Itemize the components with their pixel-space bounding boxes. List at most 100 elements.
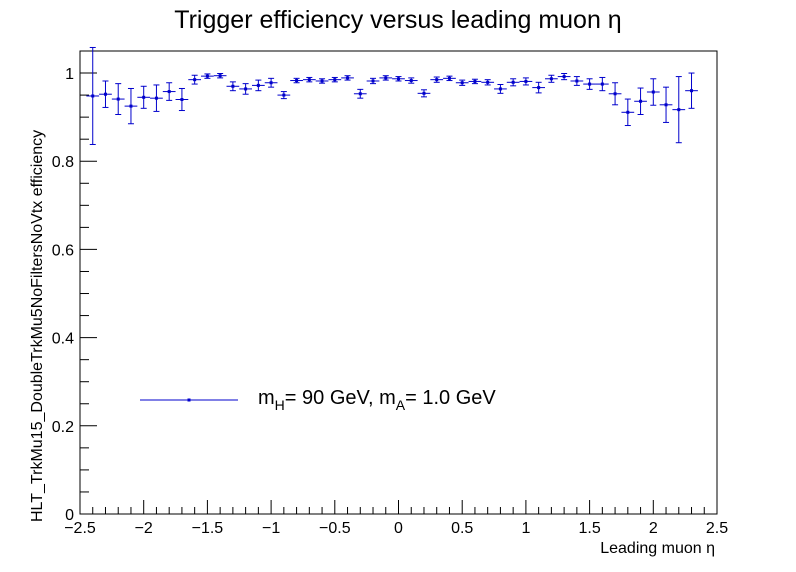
point-marker	[575, 79, 579, 83]
legend-label-part: = 90 GeV, m	[285, 387, 396, 409]
data-point	[519, 77, 533, 86]
data-point	[443, 75, 456, 82]
data-point	[150, 84, 163, 112]
data-point	[277, 91, 291, 100]
point-marker	[486, 80, 490, 84]
x-tick-label: 0.5	[451, 520, 473, 537]
data-point	[137, 85, 151, 109]
x-axis-title: Leading muon η	[600, 540, 715, 557]
point-marker	[435, 78, 439, 82]
data-point	[608, 82, 622, 106]
data-point	[290, 77, 303, 84]
data-point	[468, 78, 482, 85]
point-marker	[690, 89, 694, 93]
x-axis: −2.5 −2 −1.5 −1 −0.5 0 0.5 1 1.5 2 2.5	[64, 500, 728, 537]
x-tick-label: −2	[135, 520, 153, 537]
data-point	[341, 75, 354, 81]
data-point	[430, 76, 444, 83]
point-marker	[600, 82, 604, 86]
point-marker	[116, 97, 120, 101]
data-point	[646, 78, 660, 106]
data-point	[583, 78, 596, 90]
data-point	[239, 83, 252, 95]
point-marker	[626, 110, 630, 114]
point-marker	[460, 81, 464, 85]
data-point	[201, 73, 214, 79]
point-marker	[180, 98, 184, 102]
data-point	[251, 79, 265, 92]
data-point	[532, 81, 546, 94]
x-tick-label: −2.5	[64, 520, 96, 537]
point-marker	[639, 99, 643, 103]
point-marker	[473, 79, 477, 83]
point-marker	[371, 79, 375, 83]
data-point	[188, 74, 202, 85]
data-point	[404, 77, 418, 84]
x-tick-label: 1.5	[578, 520, 600, 537]
data-point	[124, 87, 138, 125]
chart-title: Trigger efficiency versus leading muon η	[174, 6, 621, 34]
y-tick-label: 0.2	[52, 419, 74, 436]
legend-label-part: m	[258, 387, 275, 409]
data-point	[685, 72, 698, 109]
data-point	[315, 78, 329, 84]
plot-frame	[79, 50, 718, 515]
point-marker	[282, 93, 286, 97]
data-point	[99, 80, 112, 108]
point-marker	[307, 78, 311, 82]
point-marker	[358, 92, 362, 96]
y-tick-label: 0.6	[52, 242, 74, 259]
point-marker	[256, 83, 260, 87]
data-point	[570, 76, 584, 86]
point-marker	[346, 76, 350, 80]
point-marker	[218, 74, 222, 78]
data-points	[86, 46, 698, 145]
data-point	[506, 78, 520, 87]
point-marker	[205, 74, 209, 78]
data-point	[379, 75, 393, 81]
point-marker	[231, 84, 235, 88]
x-tick-label: 2.5	[706, 520, 728, 537]
point-marker	[103, 92, 107, 96]
point-marker	[129, 104, 133, 108]
point-marker	[422, 91, 426, 95]
point-marker	[447, 76, 451, 80]
data-point	[545, 74, 558, 83]
point-marker	[295, 79, 299, 83]
point-marker	[142, 95, 146, 99]
point-marker	[524, 79, 528, 83]
point-marker	[167, 90, 171, 94]
data-point	[264, 77, 278, 88]
point-marker	[613, 92, 617, 96]
data-point	[162, 82, 176, 101]
data-point	[353, 88, 367, 99]
point-marker	[333, 78, 337, 82]
data-point	[672, 76, 686, 144]
y-tick-label: 1	[65, 66, 74, 83]
point-marker	[193, 78, 197, 82]
data-point	[226, 81, 240, 92]
legend-subscript-a: A	[396, 397, 406, 413]
point-marker	[269, 81, 273, 85]
point-marker	[562, 75, 566, 79]
data-point	[455, 79, 469, 86]
y-tick-label: 0.4	[52, 331, 74, 348]
data-point	[659, 86, 673, 123]
point-marker	[320, 79, 324, 83]
x-tick-label: −1	[262, 520, 280, 537]
point-marker	[549, 77, 553, 81]
y-tick-label: 0.8	[52, 154, 74, 171]
point-marker	[397, 77, 400, 81]
data-point	[621, 98, 635, 127]
point-marker	[511, 80, 515, 84]
point-marker	[409, 79, 413, 83]
data-point	[366, 77, 380, 85]
legend: mH= 90 GeV, mA= 1.0 GeV	[140, 387, 496, 413]
point-marker	[498, 87, 502, 91]
data-point	[328, 76, 342, 83]
x-tick-label: 1	[521, 520, 530, 537]
x-tick-label: −0.5	[319, 520, 351, 537]
legend-label-part: = 1.0 GeV	[405, 387, 496, 409]
y-tick-label: 0	[65, 507, 74, 524]
